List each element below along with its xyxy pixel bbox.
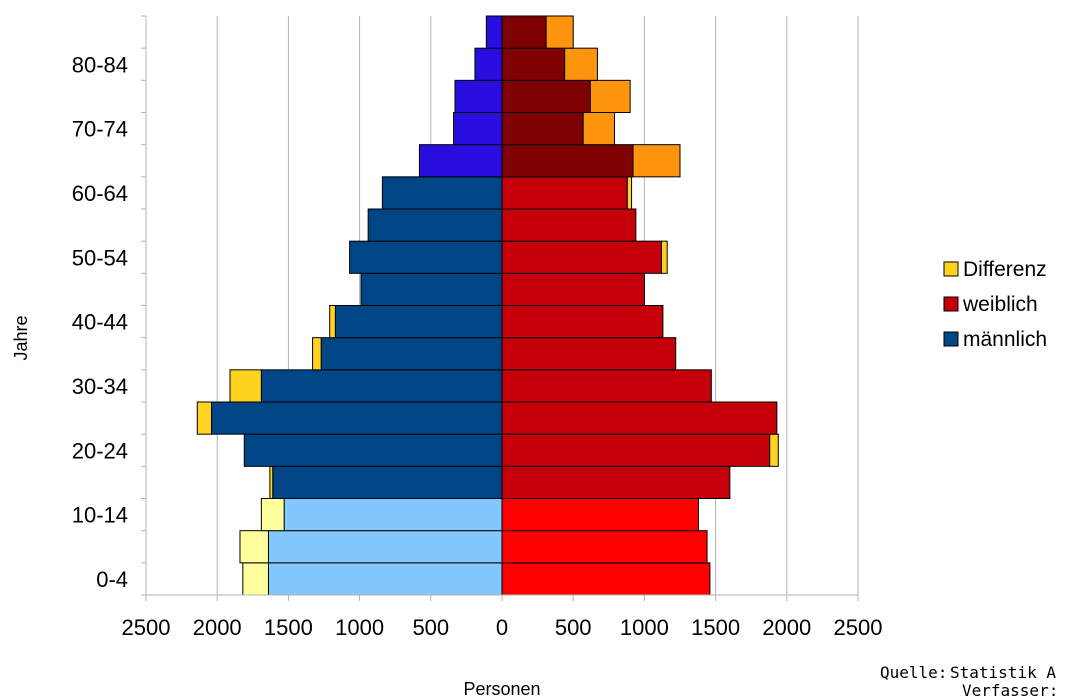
source-label: Quelle:: [880, 663, 947, 682]
bar-maennlich-25-29: [211, 401, 503, 435]
y-tick-label: 10-14: [72, 503, 128, 528]
bar-differenz-15-19: [269, 465, 274, 500]
bar-differenz-40-44: [329, 305, 336, 339]
bar-weiblich-80-84: [501, 47, 566, 81]
x-tick-label: 1000: [335, 615, 384, 640]
x-tick-label: 1000: [620, 615, 669, 640]
bar-weiblich-15-19: [501, 465, 731, 500]
y-tick-label: 60-64: [72, 181, 128, 206]
x-tick-label: 500: [412, 615, 449, 640]
x-tick-label: 500: [555, 615, 592, 640]
bar-differenz-70-74: [582, 112, 615, 146]
bar-differenz-85+: [545, 15, 574, 49]
bar-maennlich-60-64: [381, 176, 503, 210]
legend-swatch-differenz: [943, 261, 959, 277]
axes-layer: [141, 15, 859, 601]
bar-differenz-80-84: [564, 47, 598, 81]
bar-weiblich-45-49: [501, 272, 645, 307]
x-tick-label: 1500: [691, 615, 740, 640]
y-tick-label: 20-24: [72, 438, 128, 463]
y-axis-title: Jahre: [11, 315, 31, 360]
bar-weiblich-70-74: [501, 112, 584, 146]
bar-differenz-25-29: [196, 401, 213, 435]
bar-weiblich-85+: [501, 15, 547, 49]
legend-swatch-maennlich: [943, 331, 959, 347]
bar-maennlich-30-34: [260, 369, 503, 403]
y-tick-label: 40-44: [72, 310, 128, 335]
y-tick-label: 30-34: [72, 374, 128, 399]
bar-maennlich-45-49: [360, 272, 503, 307]
legend-swatch-weiblich: [943, 296, 959, 312]
source-note: Quelle: Statistik A Verfasser:: [880, 663, 1058, 698]
bar-weiblich-55-59: [501, 208, 637, 242]
bar-maennlich-10-14: [283, 498, 503, 532]
bar-maennlich-85+: [485, 15, 503, 49]
x-axis-title: Personen: [463, 679, 540, 698]
bar-weiblich-50-54: [501, 240, 662, 274]
bars-layer: [196, 15, 779, 596]
author-text: Verfasser:: [962, 681, 1058, 698]
bar-weiblich-60-64: [501, 176, 628, 210]
legend-label-weiblich: weiblich: [962, 293, 1038, 316]
bar-maennlich-50-54: [349, 240, 503, 274]
bar-maennlich-55-59: [367, 208, 503, 242]
x-tick-label: 2000: [193, 615, 242, 640]
bar-maennlich-5-9: [267, 530, 503, 564]
bar-weiblich-35-39: [501, 337, 677, 371]
bar-maennlich-70-74: [453, 112, 503, 146]
legend-label-maennlich: männlich: [963, 328, 1047, 351]
source-text: Statistik A: [950, 663, 1056, 682]
bar-weiblich-65-69: [501, 144, 634, 178]
bar-maennlich-20-24: [243, 433, 503, 467]
bar-differenz-5-9: [239, 530, 269, 564]
bar-weiblich-25-29: [501, 401, 778, 435]
y-tick-label: 0-4: [96, 567, 128, 592]
legend-label-differenz: Differenz: [963, 258, 1047, 281]
bar-differenz-30-34: [229, 369, 262, 403]
bar-differenz-65-69: [632, 144, 681, 178]
bar-differenz-10-14: [260, 498, 285, 532]
x-tick-label: 0: [496, 615, 508, 640]
bar-maennlich-80-84: [474, 47, 503, 81]
y-tick-label: 70-74: [72, 117, 128, 142]
bar-weiblich-5-9: [501, 530, 708, 564]
bar-differenz-0-4: [242, 562, 269, 596]
bar-differenz-60-64: [626, 176, 633, 210]
bar-maennlich-0-4: [267, 562, 503, 596]
bar-maennlich-40-44: [334, 305, 503, 339]
x-tick-label: 2000: [762, 615, 811, 640]
bar-differenz-20-24: [769, 433, 779, 467]
bar-weiblich-75-79: [501, 79, 591, 114]
bar-maennlich-65-69: [418, 144, 503, 178]
bar-weiblich-30-34: [501, 369, 712, 403]
bar-differenz-35-39: [312, 337, 322, 371]
labels-layer: 2500 2000 1500 1000 500 0 500 1000 1500 2000 2500 0…: [72, 52, 883, 640]
y-tick-label: 80-84: [72, 52, 128, 77]
bar-weiblich-10-14: [501, 498, 700, 532]
y-tick-label: 50-54: [72, 245, 128, 270]
bar-weiblich-20-24: [501, 433, 771, 467]
x-tick-label: 2500: [834, 615, 883, 640]
legend: Differenz weiblich männlich: [943, 258, 1047, 351]
x-tick-label: 2500: [122, 615, 171, 640]
bar-maennlich-35-39: [320, 337, 503, 371]
bar-differenz-75-79: [589, 79, 631, 114]
bar-differenz-50-54: [660, 240, 668, 274]
bar-weiblich-40-44: [501, 305, 664, 339]
bar-maennlich-75-79: [454, 79, 503, 114]
bar-maennlich-15-19: [272, 465, 503, 500]
bar-weiblich-0-4: [501, 562, 711, 596]
x-tick-label: 1500: [264, 615, 313, 640]
